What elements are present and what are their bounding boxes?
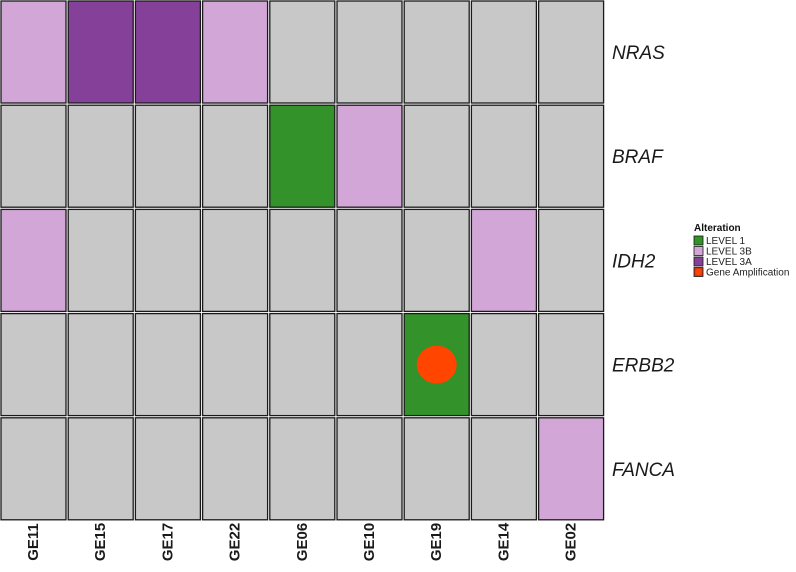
cell-nras-ge02 — [539, 1, 604, 103]
cell-fanca-ge14 — [471, 418, 536, 520]
cell-idh2-ge17 — [135, 209, 200, 311]
cell-idh2-ge06 — [270, 209, 335, 311]
cell-idh2-ge11 — [1, 209, 66, 311]
gene-labels: NRAS BRAF IDH2 ERBB2 FANCA — [612, 43, 675, 481]
cell-erbb2-ge06 — [270, 314, 335, 416]
cell-nras-ge11 — [1, 1, 66, 103]
cell-nras-ge14 — [471, 1, 536, 103]
legend-label-level-3a: LEVEL 3A — [706, 257, 752, 268]
legend-swatch-level-1 — [694, 236, 703, 245]
legend-amplification-dot — [695, 269, 701, 275]
cell-fanca-ge11 — [1, 418, 66, 520]
amplification-marks — [417, 346, 457, 384]
cell-nras-ge15 — [68, 1, 133, 103]
cell-nras-ge10 — [337, 1, 402, 103]
cell-nras-ge19 — [404, 1, 469, 103]
cell-fanca-ge06 — [270, 418, 335, 520]
sample-label-ge17: GE17 — [159, 523, 176, 561]
legend-label-level-3b: LEVEL 3B — [706, 247, 752, 258]
cell-nras-ge17 — [135, 1, 200, 103]
sample-label-ge14: GE14 — [495, 522, 512, 561]
cell-erbb2-ge22 — [203, 314, 268, 416]
cell-nras-ge06 — [270, 1, 335, 103]
cell-erbb2-ge11 — [1, 314, 66, 416]
cell-braf-ge06 — [270, 105, 335, 207]
sample-label-ge19: GE19 — [428, 523, 445, 561]
sample-label-ge02: GE02 — [563, 523, 580, 561]
gene-label-erbb2: ERBB2 — [612, 356, 675, 377]
cell-idh2-ge02 — [539, 209, 604, 311]
cell-fanca-ge19 — [404, 418, 469, 520]
cell-fanca-ge15 — [68, 418, 133, 520]
cell-idh2-ge10 — [337, 209, 402, 311]
gene-label-fanca: FANCA — [612, 460, 675, 481]
cell-nras-ge22 — [203, 1, 268, 103]
cell-braf-ge10 — [337, 105, 402, 207]
sample-label-ge22: GE22 — [227, 523, 244, 561]
sample-label-ge15: GE15 — [92, 523, 109, 561]
cell-idh2-ge19 — [404, 209, 469, 311]
sample-label-ge10: GE10 — [361, 523, 378, 561]
cell-fanca-ge17 — [135, 418, 200, 520]
cell-erbb2-ge17 — [135, 314, 200, 416]
legend-title: Alteration — [694, 223, 741, 234]
cell-erbb2-ge10 — [337, 314, 402, 416]
gene-label-idh2: IDH2 — [612, 251, 656, 272]
cell-erbb2-ge15 — [68, 314, 133, 416]
sample-labels: GE11 GE15 GE17 GE22 GE06 GE10 GE19 GE14 GE02 — [25, 522, 580, 561]
cell-braf-ge11 — [1, 105, 66, 207]
legend-label-level-1: LEVEL 1 — [706, 236, 746, 247]
sample-label-ge06: GE06 — [294, 523, 311, 561]
cell-fanca-ge22 — [203, 418, 268, 520]
cell-braf-ge22 — [203, 105, 268, 207]
cell-idh2-ge14 — [471, 209, 536, 311]
cell-idh2-ge15 — [68, 209, 133, 311]
cell-erbb2-ge02 — [539, 314, 604, 416]
amplification-dot-erbb2-ge19 — [417, 346, 457, 384]
cell-braf-ge19 — [404, 105, 469, 207]
heatmap-cells — [1, 1, 604, 520]
cell-idh2-ge22 — [203, 209, 268, 311]
cell-braf-ge15 — [68, 105, 133, 207]
cell-braf-ge02 — [539, 105, 604, 207]
cell-fanca-ge02 — [539, 418, 604, 520]
gene-label-nras: NRAS — [612, 43, 665, 64]
cell-fanca-ge10 — [337, 418, 402, 520]
cell-braf-ge14 — [471, 105, 536, 207]
cell-erbb2-ge14 — [471, 314, 536, 416]
cell-braf-ge17 — [135, 105, 200, 207]
legend-swatch-level-3b — [694, 247, 703, 256]
legend-swatch-level-3a — [694, 257, 703, 266]
gene-label-braf: BRAF — [612, 147, 664, 168]
sample-label-ge11: GE11 — [25, 523, 42, 561]
legend-label-gene-amplification: Gene Amplification — [706, 268, 789, 279]
